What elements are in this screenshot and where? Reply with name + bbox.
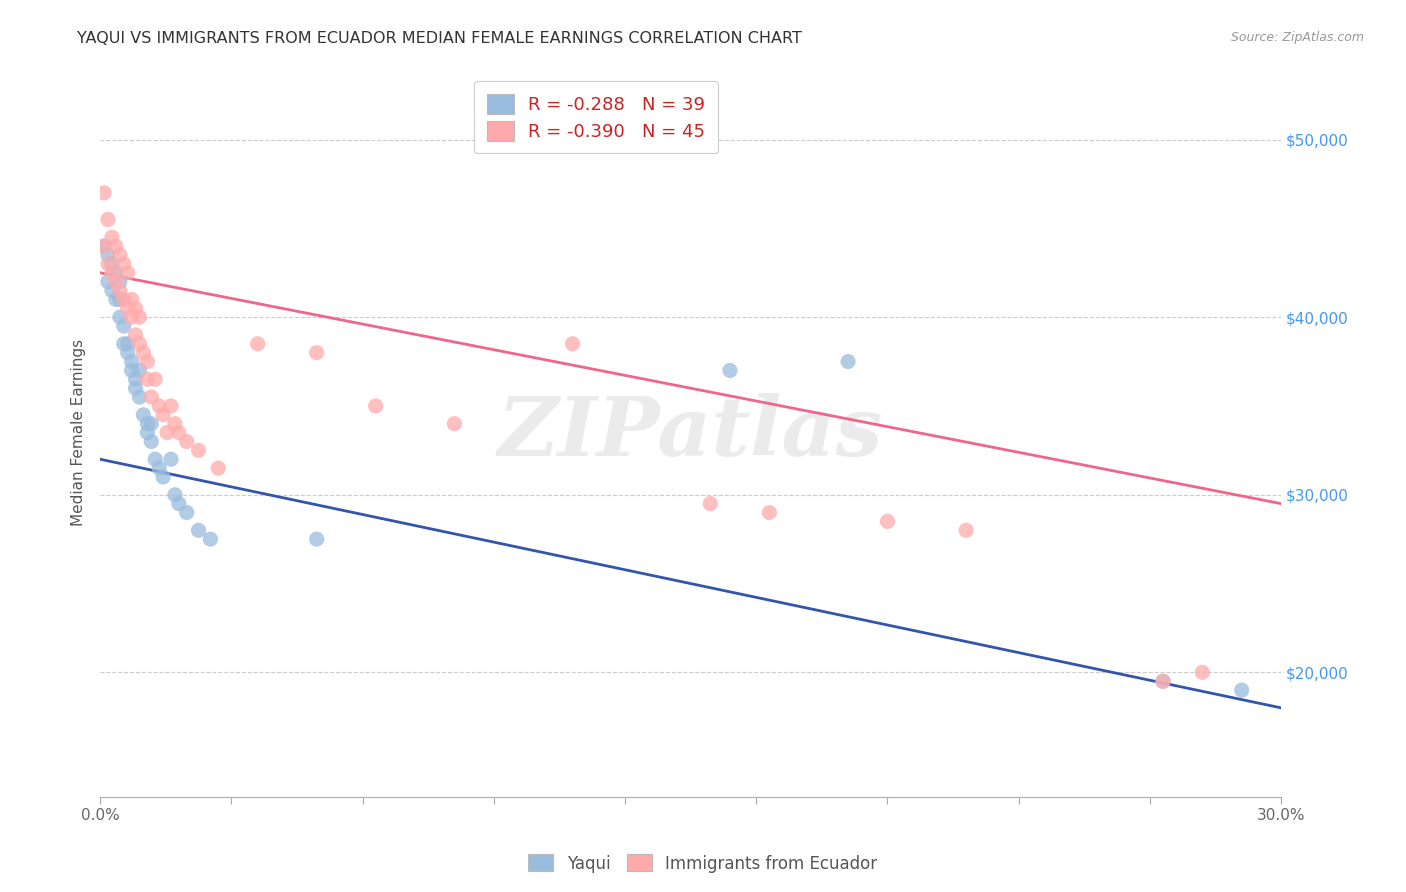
- Point: [121, 354, 143, 368]
- Point: [101, 284, 124, 298]
- Point: [955, 523, 977, 537]
- Point: [443, 417, 465, 431]
- Point: [143, 372, 166, 386]
- Point: [104, 239, 127, 253]
- Point: [141, 434, 163, 449]
- Point: [1230, 683, 1253, 698]
- Point: [117, 345, 139, 359]
- Point: [112, 319, 135, 334]
- Point: [160, 452, 183, 467]
- Point: [187, 523, 209, 537]
- Point: [148, 461, 170, 475]
- Point: [104, 266, 127, 280]
- Point: [132, 408, 155, 422]
- Point: [176, 434, 198, 449]
- Point: [561, 336, 583, 351]
- Point: [167, 497, 190, 511]
- Point: [176, 506, 198, 520]
- Point: [141, 390, 163, 404]
- Point: [112, 293, 135, 307]
- Point: [152, 408, 174, 422]
- Point: [152, 470, 174, 484]
- Point: [117, 336, 139, 351]
- Point: [167, 425, 190, 440]
- Point: [108, 275, 131, 289]
- Point: [112, 336, 135, 351]
- Legend: Yaqui, Immigrants from Ecuador: Yaqui, Immigrants from Ecuador: [522, 847, 884, 880]
- Point: [93, 186, 115, 200]
- Point: [101, 266, 124, 280]
- Point: [101, 257, 124, 271]
- Y-axis label: Median Female Earnings: Median Female Earnings: [72, 339, 86, 526]
- Point: [187, 443, 209, 458]
- Point: [148, 399, 170, 413]
- Point: [108, 284, 131, 298]
- Point: [128, 390, 150, 404]
- Text: YAQUI VS IMMIGRANTS FROM ECUADOR MEDIAN FEMALE EARNINGS CORRELATION CHART: YAQUI VS IMMIGRANTS FROM ECUADOR MEDIAN …: [77, 31, 803, 46]
- Point: [121, 363, 143, 377]
- Point: [163, 417, 186, 431]
- Point: [160, 399, 183, 413]
- Point: [97, 212, 120, 227]
- Legend: R = -0.288   N = 39, R = -0.390   N = 45: R = -0.288 N = 39, R = -0.390 N = 45: [474, 81, 718, 153]
- Point: [124, 327, 146, 342]
- Text: Source: ZipAtlas.com: Source: ZipAtlas.com: [1230, 31, 1364, 45]
- Point: [837, 354, 859, 368]
- Point: [1152, 674, 1174, 689]
- Point: [141, 417, 163, 431]
- Point: [97, 257, 120, 271]
- Point: [97, 275, 120, 289]
- Point: [112, 257, 135, 271]
- Point: [364, 399, 387, 413]
- Point: [124, 372, 146, 386]
- Point: [121, 310, 143, 325]
- Point: [132, 345, 155, 359]
- Point: [117, 266, 139, 280]
- Point: [108, 293, 131, 307]
- Point: [93, 239, 115, 253]
- Point: [246, 336, 269, 351]
- Point: [163, 488, 186, 502]
- Point: [305, 345, 328, 359]
- Point: [136, 372, 159, 386]
- Point: [101, 230, 124, 244]
- Point: [156, 425, 179, 440]
- Point: [104, 275, 127, 289]
- Point: [1191, 665, 1213, 680]
- Point: [699, 497, 721, 511]
- Text: ZIPatlas: ZIPatlas: [498, 392, 883, 473]
- Point: [876, 515, 898, 529]
- Point: [1152, 674, 1174, 689]
- Point: [117, 301, 139, 316]
- Point: [200, 532, 222, 546]
- Point: [121, 293, 143, 307]
- Point: [108, 310, 131, 325]
- Point: [305, 532, 328, 546]
- Point: [124, 381, 146, 395]
- Point: [128, 336, 150, 351]
- Point: [143, 452, 166, 467]
- Point: [124, 301, 146, 316]
- Point: [128, 363, 150, 377]
- Point: [136, 425, 159, 440]
- Point: [758, 506, 780, 520]
- Point: [136, 354, 159, 368]
- Point: [136, 417, 159, 431]
- Point: [128, 310, 150, 325]
- Point: [104, 293, 127, 307]
- Point: [93, 239, 115, 253]
- Point: [718, 363, 741, 377]
- Point: [108, 248, 131, 262]
- Point: [207, 461, 229, 475]
- Point: [97, 248, 120, 262]
